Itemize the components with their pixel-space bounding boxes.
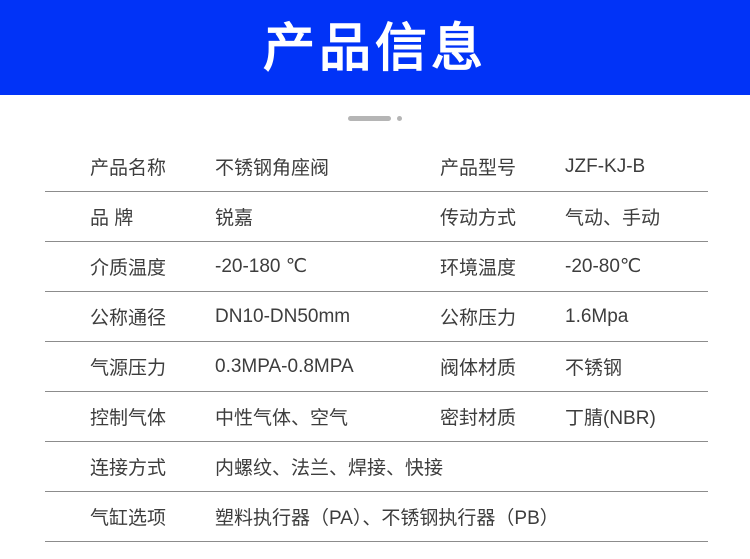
spec-value: 1.6Mpa [565, 305, 629, 327]
spec-label: 气缸选项 [90, 508, 167, 529]
product-info-banner: 产品信息 [0, 0, 750, 95]
table-row: 气缸选项 塑料执行器（PA）、不锈钢执行器（PB） [45, 492, 708, 542]
spec-label: 连接方式 [90, 458, 167, 479]
spec-label: 密封材质 [440, 408, 517, 429]
decorative-divider [0, 95, 750, 142]
spec-label: 环境温度 [440, 258, 517, 279]
spec-value: 0.3MPA-0.8MPA [215, 355, 354, 377]
spec-value: 不锈钢角座阀 [215, 158, 330, 179]
spec-value: 内螺纹、法兰、焊接、快接 [215, 458, 444, 479]
spec-label: 气源压力 [90, 358, 167, 379]
table-row: 控制气体 中性气体、空气 密封材质 丁腈(NBR) [45, 392, 708, 442]
spec-label: 产品名称 [90, 158, 167, 179]
spec-label: 品 牌 [90, 208, 134, 229]
spec-value: 丁腈(NBR) [565, 408, 656, 429]
table-row: 气源压力 0.3MPA-0.8MPA 阀体材质 不锈钢 [45, 342, 708, 392]
table-row: 公称通径 DN10-DN50mm 公称压力 1.6Mpa [45, 292, 708, 342]
spec-label: 介质温度 [90, 258, 167, 279]
spec-label: 产品型号 [440, 158, 517, 179]
spec-value: 塑料执行器（PA）、不锈钢执行器（PB） [215, 508, 559, 529]
table-row: 产品名称 不锈钢角座阀 产品型号 JZF-KJ-B [45, 142, 708, 192]
spec-label: 公称通径 [90, 308, 167, 329]
divider-pill [348, 116, 391, 121]
spec-label: 公称压力 [440, 308, 517, 329]
page-title: 产品信息 [262, 17, 487, 79]
table-row: 介质温度 -20-180 ℃ 环境温度 -20-80℃ [45, 242, 708, 292]
spec-value: -20-180 ℃ [215, 256, 308, 277]
divider-dot [397, 116, 402, 121]
spec-value: 不锈钢 [565, 358, 623, 379]
spec-value: DN10-DN50mm [215, 305, 351, 327]
spec-label: 阀体材质 [440, 358, 517, 379]
spec-value: 中性气体、空气 [215, 408, 349, 429]
spec-table: 产品名称 不锈钢角座阀 产品型号 JZF-KJ-B 品 牌 锐嘉 传动方式 气动… [45, 142, 708, 542]
table-row: 连接方式 内螺纹、法兰、焊接、快接 [45, 442, 708, 492]
table-row: 品 牌 锐嘉 传动方式 气动、手动 [45, 192, 708, 242]
spec-label: 控制气体 [90, 408, 167, 429]
spec-label: 传动方式 [440, 208, 517, 229]
spec-value: 锐嘉 [215, 208, 254, 229]
spec-value: JZF-KJ-B [565, 155, 646, 177]
spec-value: 气动、手动 [565, 208, 661, 229]
spec-value: -20-80℃ [565, 256, 642, 277]
